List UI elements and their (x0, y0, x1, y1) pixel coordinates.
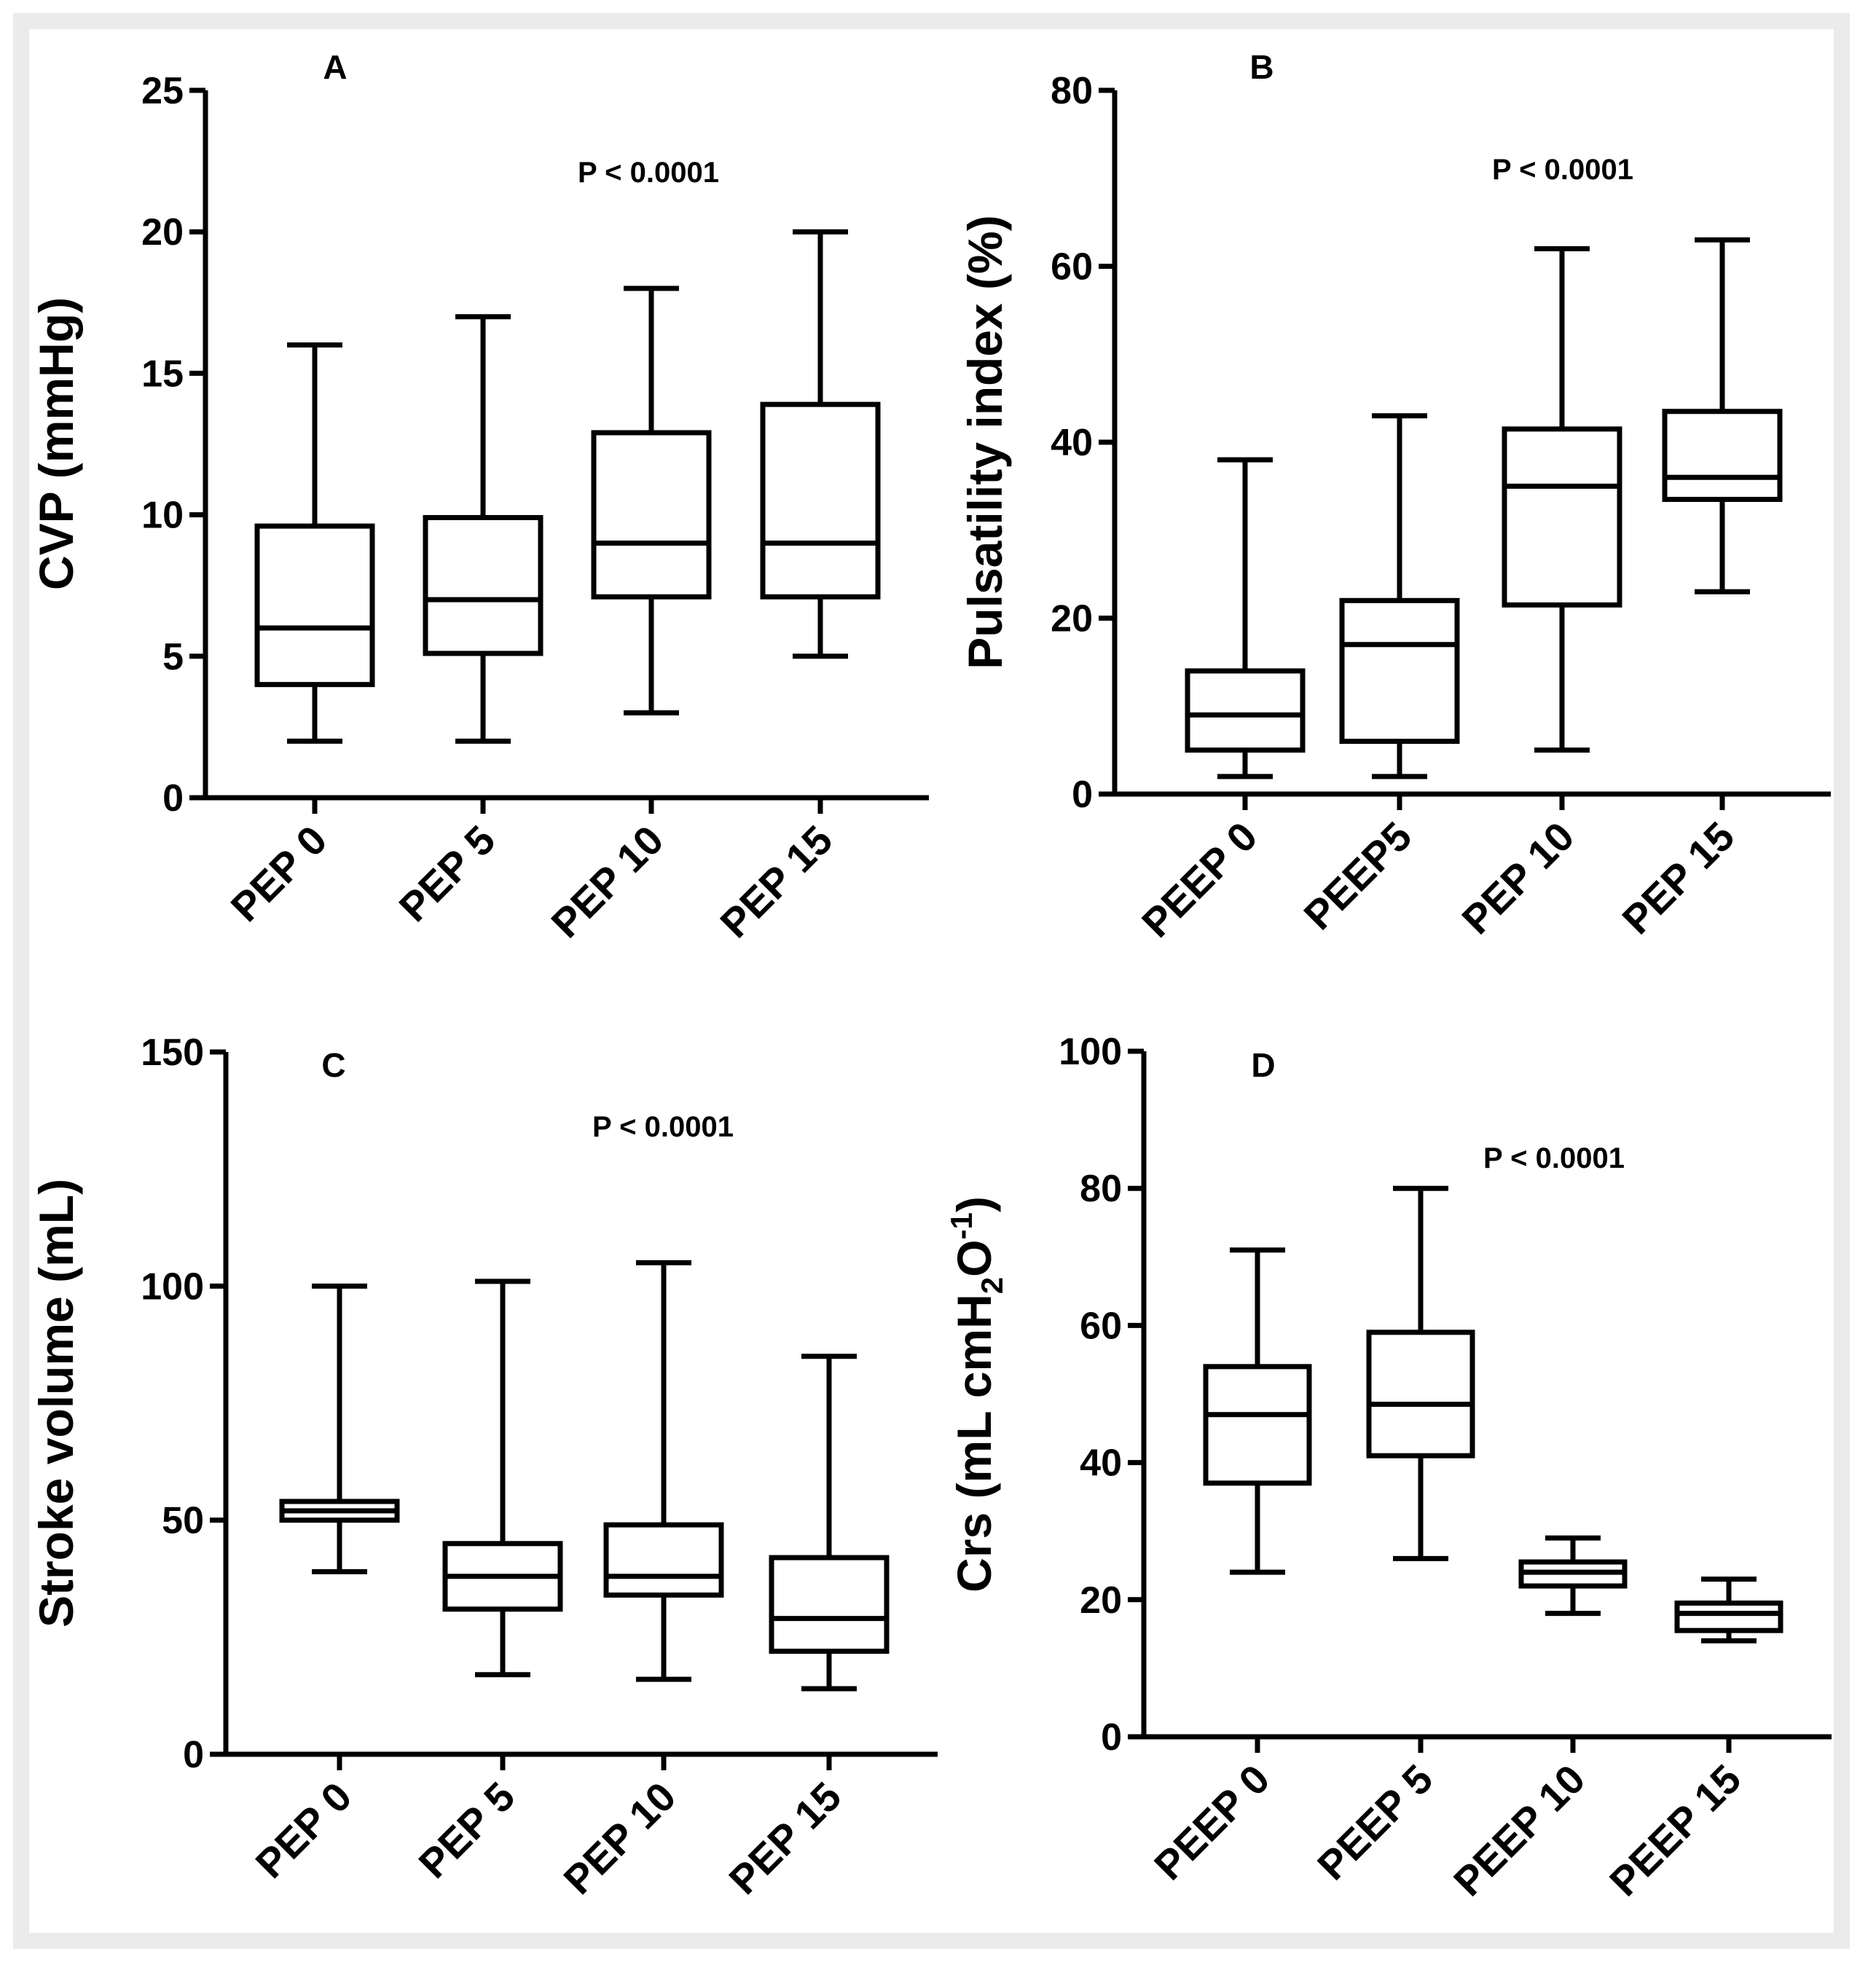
category-label: PEEP5 (1295, 813, 1420, 938)
iqr-box (603, 1522, 724, 1598)
iqr-box (760, 401, 881, 600)
y-tick-label: 80 (1051, 70, 1093, 112)
y-tick-label: 40 (1080, 1442, 1122, 1485)
p-value-annotation: P < 0.0001 (1492, 154, 1633, 186)
iqr-box (1674, 1601, 1783, 1633)
y-tick-label: 100 (141, 1265, 204, 1308)
category-label: PEP 15 (711, 817, 841, 946)
category-label: PEEP 0 (1145, 1756, 1279, 1889)
panel-b-pulsatility-index: 0 20 40 60 80 PEEP 0 PEEP5 PEP 10 PEP 15 B P < 0.0… (958, 48, 1831, 946)
y-axis-title: CVP (mmHg) (29, 297, 83, 590)
p-value-annotation: P < 0.0001 (592, 1111, 734, 1143)
iqr-box (1366, 1330, 1475, 1458)
y-tick-label: 50 (162, 1500, 204, 1542)
category-label: PEP 15 (1613, 813, 1743, 943)
category-label: PEEP 0 (1133, 813, 1266, 946)
iqr-box (1203, 1364, 1312, 1486)
category-label: PEEP 5 (1308, 1756, 1442, 1889)
y-axis-title-part: 2 (975, 1277, 1009, 1294)
y-tick-label: 60 (1051, 246, 1093, 288)
p-value-annotation: P < 0.0001 (578, 157, 719, 189)
category-label: PEP 5 (409, 1773, 523, 1887)
y-tick-label: 20 (141, 211, 184, 254)
y-tick-label: 15 (141, 353, 184, 395)
category-label: PEP 5 (390, 817, 503, 930)
iqr-box (423, 514, 543, 656)
category-label: PEP 10 (1453, 813, 1582, 943)
iqr-box (769, 1555, 890, 1654)
y-tick-label: 0 (1101, 1716, 1122, 1759)
iqr-box (591, 430, 712, 600)
category-label: PEP 0 (246, 1773, 360, 1887)
panel-letter: C (321, 1046, 345, 1084)
p-value-annotation: P < 0.0001 (1483, 1142, 1625, 1174)
y-axis-title-part: ) (947, 1196, 1001, 1212)
y-tick-label: 40 (1051, 422, 1093, 464)
y-tick-label: 60 (1080, 1305, 1122, 1347)
panel-letter: A (323, 48, 347, 86)
panel-a-cvp: 0 5 10 15 20 25 PEP 0 PEP 5 PEP 10 PEP 15 A P < 0.0… (29, 48, 929, 946)
panel-letter: D (1251, 1046, 1275, 1084)
y-tick-label: 20 (1080, 1579, 1122, 1622)
panel-d-crs: 0 20 40 60 80 100 PEEP 0 PEEP 5 PEEP 10 PEEP 15 D P… (944, 1031, 1832, 1904)
y-axis-title: Pulsatility index (%) (958, 215, 1012, 669)
y-tick-label: 0 (162, 777, 184, 820)
category-label: PEP 10 (542, 817, 672, 946)
y-tick-label: 0 (183, 1734, 204, 1776)
category-label: PEP 15 (720, 1773, 849, 1903)
panel-letter: B (1249, 48, 1273, 86)
y-axis-title: Crs (mL cmH2O-1) (944, 1196, 1009, 1593)
y-tick-label: 100 (1059, 1031, 1122, 1073)
iqr-box (254, 523, 375, 688)
y-tick-label: 150 (141, 1032, 204, 1074)
y-tick-label: 20 (1051, 598, 1093, 640)
y-tick-label: 5 (162, 636, 184, 678)
y-axis-title-part: O (947, 1240, 1001, 1277)
category-label: PEEP 15 (1601, 1756, 1750, 1905)
y-tick-label: 10 (141, 495, 184, 537)
category-label: PEEP 10 (1445, 1756, 1594, 1905)
y-tick-label: 80 (1080, 1168, 1122, 1210)
iqr-box (1502, 426, 1622, 608)
y-tick-label: 25 (141, 70, 184, 112)
y-tick-label: 0 (1072, 774, 1093, 816)
panel-c-stroke-volume: 0 50 100 150 PEP 0 PEP 5 PEP 10 PEP 15 C P < 0.00… (29, 1032, 938, 1903)
figure-frame (13, 13, 1850, 1949)
y-axis-title: Stroke volume (mL) (29, 1179, 83, 1627)
category-label: PEP 10 (554, 1773, 684, 1903)
y-axis-title-part: Crs (mL cmH (947, 1294, 1001, 1593)
y-axis-title-part: -1 (944, 1212, 978, 1239)
iqr-box (1185, 668, 1306, 753)
category-label: PEP 0 (221, 817, 335, 930)
iqr-box (1339, 597, 1460, 745)
iqr-box (1662, 409, 1783, 502)
